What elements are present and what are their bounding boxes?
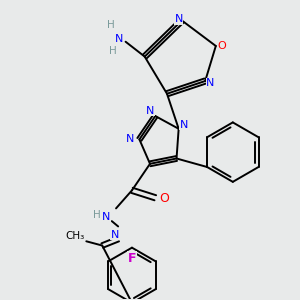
Text: N: N — [115, 34, 123, 44]
Text: N: N — [180, 119, 188, 130]
Text: N: N — [111, 230, 119, 240]
Text: O: O — [218, 41, 226, 51]
Text: O: O — [159, 192, 169, 205]
Text: N: N — [126, 134, 134, 144]
Text: H: H — [93, 210, 101, 220]
Text: H: H — [109, 46, 117, 56]
Text: N: N — [102, 212, 111, 222]
Text: N: N — [146, 106, 154, 116]
Text: F: F — [128, 252, 136, 265]
Text: CH₃: CH₃ — [65, 231, 84, 241]
Text: N: N — [206, 78, 215, 88]
Text: H: H — [107, 20, 115, 30]
Text: N: N — [175, 14, 183, 24]
